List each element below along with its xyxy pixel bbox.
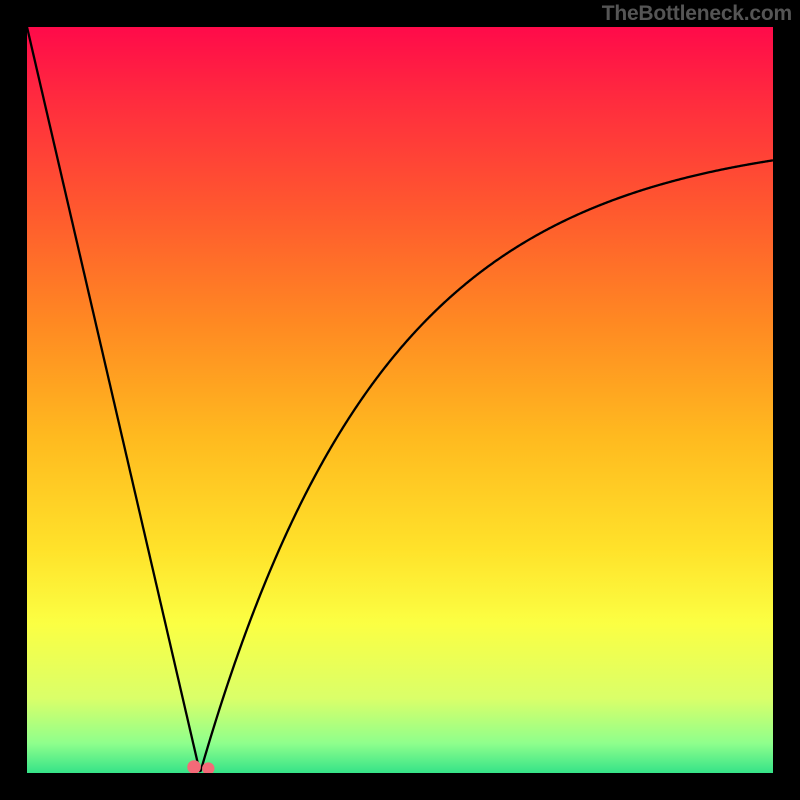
gradient-background: [27, 27, 773, 773]
chart-outer: TheBottleneck.com: [0, 0, 800, 800]
plot-area: [27, 27, 773, 773]
plot-svg: [27, 27, 773, 773]
watermark-text: TheBottleneck.com: [602, 2, 792, 26]
